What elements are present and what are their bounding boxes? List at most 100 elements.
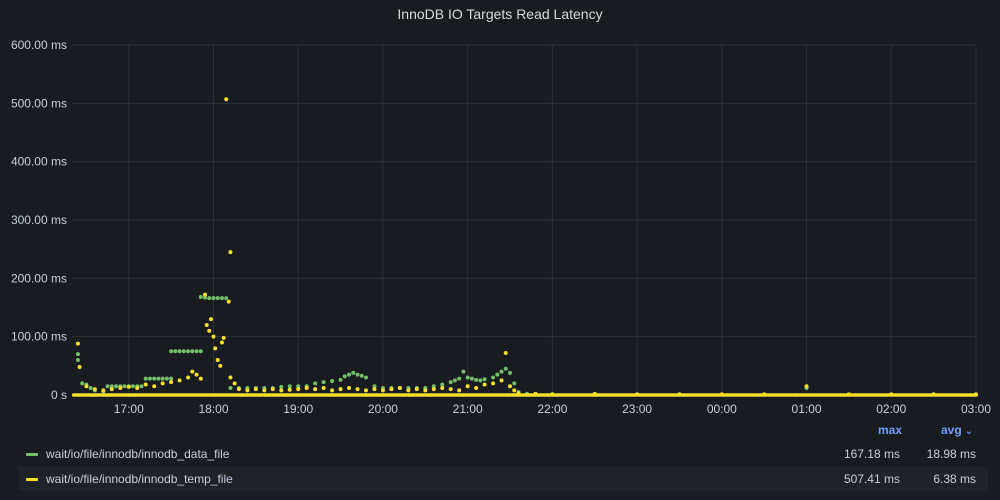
data-point[interactable]: [228, 250, 233, 255]
data-point[interactable]: [219, 340, 224, 345]
data-point[interactable]: [592, 391, 597, 396]
data-point[interactable]: [491, 375, 496, 380]
data-point[interactable]: [177, 378, 182, 383]
data-point[interactable]: [218, 363, 223, 368]
data-point[interactable]: [499, 369, 504, 374]
data-point[interactable]: [499, 378, 504, 383]
data-point[interactable]: [75, 352, 80, 357]
data-point[interactable]: [164, 376, 169, 381]
data-point[interactable]: [508, 370, 513, 375]
legend-series-name[interactable]: wait/io/file/innodb/innodb_temp_file: [46, 472, 233, 486]
data-point[interactable]: [219, 296, 224, 301]
data-point[interactable]: [423, 388, 428, 393]
data-point[interactable]: [355, 372, 360, 377]
data-point[interactable]: [389, 387, 394, 392]
data-point[interactable]: [152, 376, 157, 381]
data-point[interactable]: [330, 379, 335, 383]
data-point[interactable]: [77, 365, 82, 369]
data-point[interactable]: [347, 386, 352, 390]
data-point[interactable]: [236, 387, 241, 392]
data-point[interactable]: [296, 384, 301, 389]
data-point[interactable]: [109, 384, 114, 389]
legend-series-name[interactable]: wait/io/file/innodb/innodb_data_file: [46, 447, 230, 461]
data-point[interactable]: [414, 387, 419, 392]
data-point[interactable]: [478, 378, 483, 383]
data-point[interactable]: [363, 375, 368, 380]
data-point[interactable]: [126, 384, 131, 389]
data-point[interactable]: [186, 375, 191, 380]
data-point[interactable]: [635, 392, 640, 397]
data-point[interactable]: [474, 377, 479, 382]
data-point[interactable]: [211, 334, 216, 339]
data-point[interactable]: [846, 392, 851, 397]
data-point[interactable]: [114, 384, 119, 389]
data-point[interactable]: [363, 388, 368, 393]
data-point[interactable]: [372, 384, 377, 389]
data-point[interactable]: [118, 386, 123, 390]
data-point[interactable]: [156, 376, 161, 381]
data-point[interactable]: [431, 384, 436, 389]
data-point[interactable]: [516, 391, 521, 396]
data-point[interactable]: [215, 358, 220, 362]
legend-item-data-file[interactable]: wait/io/file/innodb/innodb_data_file 167…: [18, 442, 988, 466]
data-point[interactable]: [135, 386, 140, 390]
data-point[interactable]: [431, 387, 436, 392]
data-point[interactable]: [245, 388, 250, 393]
data-point[interactable]: [105, 384, 110, 389]
data-point[interactable]: [889, 392, 894, 397]
data-point[interactable]: [762, 392, 767, 397]
data-point[interactable]: [207, 296, 212, 301]
data-point[interactable]: [224, 97, 229, 102]
data-point[interactable]: [279, 384, 284, 389]
data-point[interactable]: [491, 381, 496, 386]
data-point[interactable]: [457, 388, 462, 393]
data-point[interactable]: [355, 387, 360, 392]
data-point[interactable]: [226, 299, 231, 304]
data-point[interactable]: [198, 376, 203, 381]
data-point[interactable]: [313, 381, 318, 386]
data-point[interactable]: [143, 382, 148, 387]
data-point[interactable]: [194, 372, 199, 377]
data-point[interactable]: [253, 387, 258, 392]
data-point[interactable]: [101, 388, 106, 393]
data-point[interactable]: [465, 375, 470, 380]
data-point[interactable]: [208, 317, 213, 322]
data-point[interactable]: [804, 384, 809, 389]
data-point[interactable]: [198, 295, 203, 299]
data-point[interactable]: [469, 376, 474, 381]
data-point[interactable]: [109, 387, 114, 392]
data-point[interactable]: [221, 335, 226, 340]
data-point[interactable]: [207, 328, 212, 333]
data-point[interactable]: [503, 366, 508, 371]
data-point[interactable]: [190, 369, 195, 374]
data-point[interactable]: [169, 380, 174, 385]
data-point[interactable]: [232, 381, 237, 386]
chart-plot[interactable]: 0 s 100.00 ms 200.00 ms 300.00 ms 400.00 ms 5…: [0, 0, 1000, 420]
data-point[interactable]: [190, 349, 195, 354]
data-point[interactable]: [448, 387, 453, 392]
data-point[interactable]: [359, 373, 364, 378]
data-point[interactable]: [177, 349, 182, 354]
data-point[interactable]: [92, 387, 97, 392]
data-point[interactable]: [931, 392, 936, 397]
data-point[interactable]: [461, 369, 466, 374]
data-point[interactable]: [75, 341, 80, 346]
data-point[interactable]: [474, 386, 479, 390]
data-point[interactable]: [397, 386, 402, 390]
data-point[interactable]: [160, 376, 165, 381]
data-point[interactable]: [719, 392, 724, 397]
data-point[interactable]: [279, 388, 284, 393]
data-point[interactable]: [338, 377, 343, 382]
data-point[interactable]: [215, 296, 220, 301]
legend-header-avg[interactable]: avg ⌄: [941, 423, 974, 437]
data-point[interactable]: [482, 377, 487, 382]
data-point[interactable]: [204, 323, 209, 327]
data-point[interactable]: [169, 376, 174, 381]
legend-header-max[interactable]: max: [878, 423, 903, 437]
data-point[interactable]: [974, 392, 978, 397]
data-point[interactable]: [452, 378, 457, 383]
data-point[interactable]: [75, 358, 80, 362]
data-point[interactable]: [457, 376, 462, 381]
data-point[interactable]: [139, 384, 144, 389]
legend-item-temp-file[interactable]: wait/io/file/innodb/innodb_temp_file 507…: [18, 467, 988, 491]
